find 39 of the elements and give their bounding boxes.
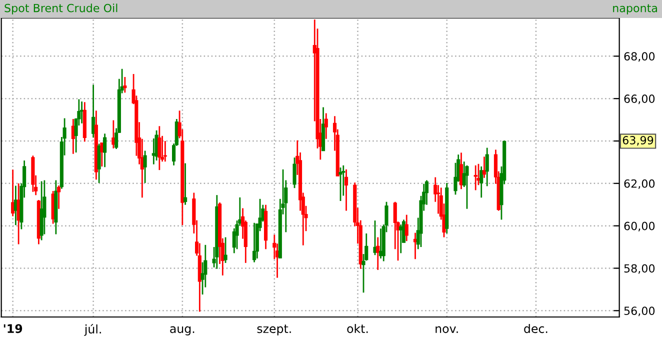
x-tick-label: okt. xyxy=(347,324,368,334)
candlestick xyxy=(338,166,342,202)
text: 63,99 xyxy=(622,136,654,146)
x-tick-label: aug. xyxy=(170,326,194,336)
candlestick xyxy=(485,147,489,187)
x-tick-label: dec. xyxy=(524,324,548,334)
candlestick xyxy=(465,164,469,210)
x-tick-label: nov. xyxy=(436,326,458,334)
candlestick xyxy=(123,76,127,94)
candlestick xyxy=(11,168,15,217)
candlestick xyxy=(404,214,408,242)
y-tick-label: 56,00 xyxy=(624,306,655,316)
chart-title: Spot Brent Crude Oil xyxy=(4,4,118,14)
y-tick-label: 58,00 xyxy=(624,264,655,274)
candlestick xyxy=(92,84,96,138)
candlestick xyxy=(376,236,380,271)
candlestick xyxy=(474,164,478,191)
candlestick xyxy=(103,132,107,168)
candlestick xyxy=(480,166,484,198)
candlestick xyxy=(252,222,256,263)
y-tick-label: 66,00 xyxy=(624,94,655,104)
y-tick-label: 62,00 xyxy=(624,179,655,189)
candlestick xyxy=(344,168,348,212)
candlestick xyxy=(224,236,228,264)
candlestick xyxy=(158,125,162,171)
x-tick-label: szept. xyxy=(257,324,291,336)
y-tick-label: 60,00 xyxy=(624,222,655,232)
x-tick-label: '19 xyxy=(4,324,22,334)
candlestick xyxy=(324,112,328,140)
candlestick xyxy=(97,143,101,184)
candlestick xyxy=(482,156,486,179)
candlestick xyxy=(57,184,61,210)
candlestick xyxy=(459,152,464,190)
candlestick xyxy=(292,156,296,189)
candlestick xyxy=(143,150,147,184)
y-tick-label: 68,00 xyxy=(624,52,655,62)
candlestick xyxy=(184,162,188,206)
text: naponta xyxy=(613,4,657,14)
x-tick-label: júl. xyxy=(84,324,101,336)
